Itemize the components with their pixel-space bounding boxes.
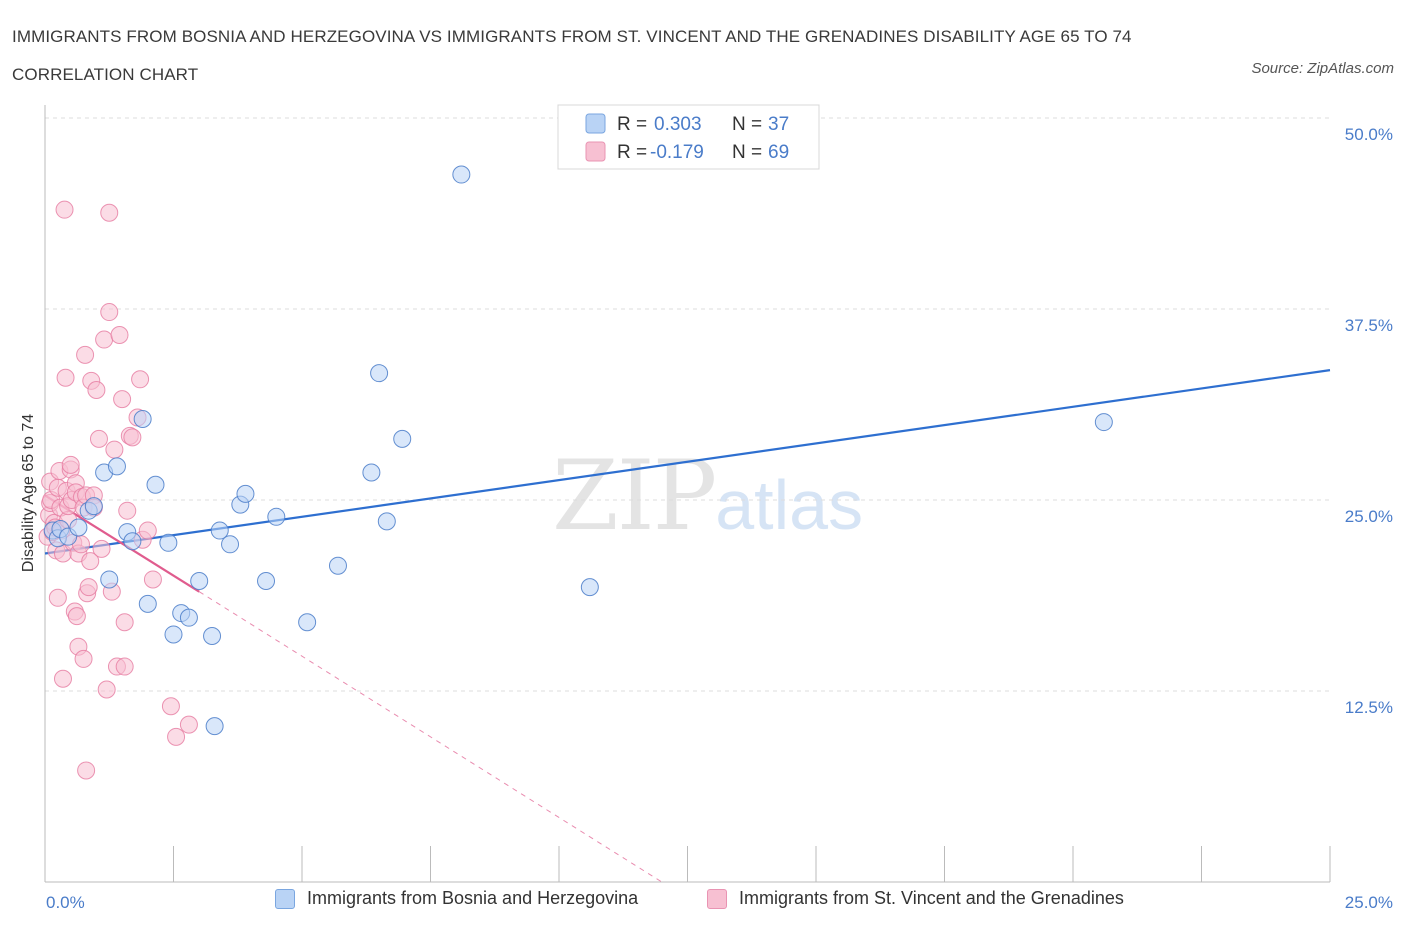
data-point-blue <box>84 497 103 516</box>
data-point-pink <box>92 539 111 558</box>
data-point-pink <box>115 613 134 632</box>
legend-r-label: R = <box>617 142 647 163</box>
y-tick-label: 25.0% <box>1345 507 1393 526</box>
data-point-blue <box>221 535 240 554</box>
data-point-blue <box>203 626 222 645</box>
data-point-blue <box>164 625 183 644</box>
data-point-pink <box>95 330 114 349</box>
series-blue-points <box>43 165 1113 736</box>
bottom-legend-item-st-vincent: Immigrants from St. Vincent and the Gren… <box>707 888 1124 909</box>
data-point-pink <box>97 680 116 699</box>
data-point-pink <box>74 649 93 668</box>
data-point-blue <box>107 457 126 476</box>
data-point-blue <box>190 571 209 590</box>
data-point-blue <box>179 608 198 627</box>
chart-title: IMMIGRANTS FROM BOSNIA AND HERZEGOVINA V… <box>12 27 1132 84</box>
trend-line-blue <box>44 369 1331 555</box>
data-point-pink <box>61 455 80 474</box>
y-axis-label: Disability Age 65 to 74 <box>20 414 37 572</box>
data-point-pink <box>118 501 137 520</box>
bottom-legend-item-bosnia: Immigrants from Bosnia and Herzegovina <box>275 888 638 909</box>
data-point-pink <box>179 715 198 734</box>
data-point-blue <box>205 717 224 736</box>
data-point-blue <box>370 364 389 383</box>
x-tick-label: 0.0% <box>46 893 85 912</box>
legend-n-value: 37 <box>768 114 789 135</box>
legend-n-value: 69 <box>768 142 789 163</box>
data-point-blue <box>267 507 286 526</box>
data-point-pink <box>105 440 124 459</box>
data-point-pink <box>131 370 150 389</box>
watermark-atlas: atlas <box>715 466 864 544</box>
tick-labels: 12.5% 25.0% 37.5% 50.0% 0.0% 25.0% <box>46 125 1393 912</box>
bottom-legend-swatch-pink <box>707 888 727 909</box>
data-point-blue <box>210 521 229 540</box>
legend-swatch-pink <box>585 141 606 162</box>
data-point-pink <box>100 303 119 322</box>
data-point-blue <box>298 613 317 632</box>
data-point-blue <box>1094 413 1113 432</box>
data-point-blue <box>138 594 157 613</box>
data-point-pink <box>79 578 98 597</box>
data-point-blue <box>236 484 255 503</box>
legend-r-value: -0.179 <box>650 142 704 163</box>
data-point-blue <box>146 475 165 494</box>
y-tick-label: 12.5% <box>1345 698 1393 717</box>
data-point-blue <box>100 570 119 589</box>
legend-r-value: 0.303 <box>654 114 702 135</box>
trend-lines <box>44 369 1331 883</box>
data-point-blue <box>377 512 396 531</box>
grid-lines <box>45 117 1330 692</box>
legend-n-label: N = <box>732 142 762 163</box>
data-point-pink <box>143 570 162 589</box>
data-point-pink <box>115 657 134 676</box>
watermark-zip: ZIP <box>552 440 717 552</box>
data-point-pink <box>81 552 100 571</box>
source-label: Source: ZipAtlas.com <box>1251 60 1394 77</box>
legend: R = 0.303 N = 37 R = -0.179 N = 69 <box>557 104 820 170</box>
data-point-pink <box>110 325 129 344</box>
data-point-blue <box>580 578 599 597</box>
data-point-pink <box>100 203 119 222</box>
data-point-blue <box>257 571 276 590</box>
data-point-pink <box>161 697 180 716</box>
data-point-pink <box>67 607 86 626</box>
y-tick-label: 50.0% <box>1345 125 1393 144</box>
data-point-blue <box>452 165 471 184</box>
bottom-legend-label: Immigrants from Bosnia and Herzegovina <box>307 888 639 908</box>
data-point-pink <box>87 380 106 399</box>
data-point-blue <box>123 532 142 551</box>
data-point-pink <box>113 390 132 409</box>
legend-r-label: R = <box>617 114 647 135</box>
trend-line-pink-extension <box>198 591 663 883</box>
watermark: ZIPatlas <box>552 440 863 552</box>
series-pink-points <box>38 200 198 780</box>
data-point-pink <box>77 761 96 780</box>
x-tick-label: 25.0% <box>1345 893 1393 912</box>
data-point-blue <box>133 410 152 429</box>
data-point-pink <box>123 428 142 447</box>
data-point-pink <box>138 521 157 540</box>
data-point-blue <box>69 518 88 537</box>
data-point-pink <box>56 368 75 387</box>
y-tick-label: 37.5% <box>1345 316 1393 335</box>
data-point-pink <box>89 429 108 448</box>
data-point-pink <box>55 200 74 219</box>
bottom-legend-swatch-blue <box>275 888 295 909</box>
data-point-pink <box>48 588 67 607</box>
legend-swatch-blue <box>585 113 606 134</box>
bottom-legend-label: Immigrants from St. Vincent and the Gren… <box>739 888 1124 908</box>
data-point-pink <box>76 345 95 364</box>
data-point-blue <box>328 556 347 575</box>
data-point-blue <box>159 533 178 552</box>
legend-n-label: N = <box>732 114 762 135</box>
data-point-blue <box>362 463 381 482</box>
data-point-pink <box>53 669 72 688</box>
data-point-blue <box>393 429 412 448</box>
data-point-pink <box>167 727 186 746</box>
